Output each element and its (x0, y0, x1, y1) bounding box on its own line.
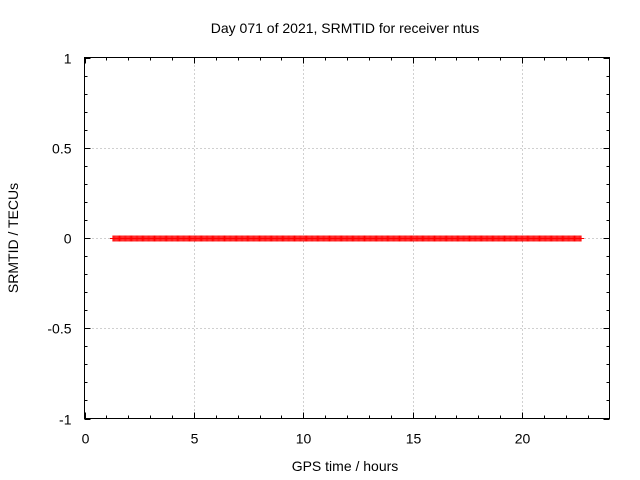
data-point (578, 235, 585, 242)
y-axis-label: SRMTID / TECUs (5, 183, 21, 293)
y-tick-label: -0.5 (47, 321, 71, 337)
x-axis-label: GPS time / hours (292, 458, 399, 474)
y-tick-label: 0 (64, 231, 72, 247)
chart-title: Day 071 of 2021, SRMTID for receiver ntu… (211, 20, 479, 36)
x-tick-label: 20 (515, 431, 531, 447)
x-tick-label: 15 (406, 431, 422, 447)
y-tick-label: 1 (64, 51, 72, 67)
axis-ticks: 0 5 10 15 20 -1 -0.5 0 0.5 1 (47, 51, 610, 447)
data-series-srmtid (109, 235, 585, 242)
x-tick-label: 5 (191, 431, 199, 447)
y-tick-label: -1 (59, 412, 72, 428)
x-tick-label: 0 (82, 431, 90, 447)
y-tick-label: 0.5 (52, 141, 72, 157)
x-tick-label: 10 (296, 431, 312, 447)
